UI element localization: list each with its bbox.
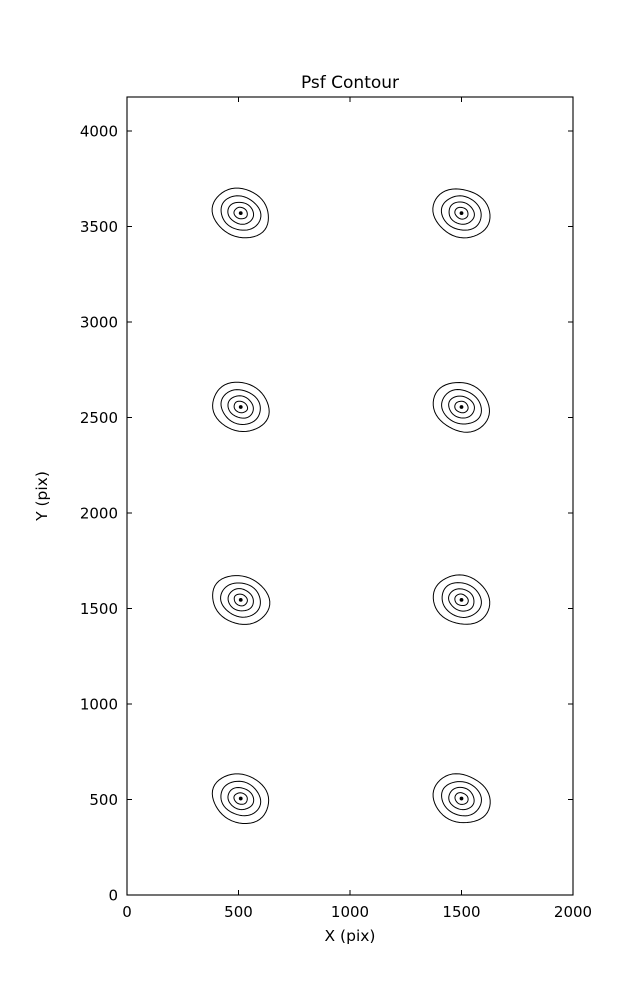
y-tick-label: 3500 xyxy=(80,218,118,236)
psf-peak-marker xyxy=(238,598,243,602)
contour-ring xyxy=(227,201,255,225)
x-axis-label: X (pix) xyxy=(325,927,376,945)
psf-peak-marker xyxy=(459,405,464,409)
y-tick-label: 0 xyxy=(108,887,118,905)
y-tick-label: 3000 xyxy=(80,313,118,331)
contour-ring xyxy=(220,780,262,817)
contour-ring xyxy=(233,400,249,414)
contour-ring xyxy=(448,201,475,225)
contour-ring xyxy=(454,792,469,805)
contour-ring xyxy=(454,206,469,220)
x-tick-label: 2000 xyxy=(554,903,592,921)
psf-peak-marker xyxy=(238,405,243,409)
contour-ring xyxy=(233,206,248,220)
psf-source-contour xyxy=(432,188,491,239)
x-axis-ticks: 0 500 1000 1500 2000 xyxy=(122,97,592,921)
psf-source-contour xyxy=(432,381,490,433)
y-axis-label: Y (pix) xyxy=(33,471,51,522)
contour-ring xyxy=(220,195,262,231)
contour-ring xyxy=(432,381,490,433)
x-tick-label: 1500 xyxy=(442,903,480,921)
y-tick-label: 500 xyxy=(89,791,118,809)
x-tick-label: 0 xyxy=(122,903,132,921)
contour-ring xyxy=(454,593,469,607)
contour-ring xyxy=(441,781,482,817)
y-tick-label: 4000 xyxy=(80,122,118,140)
psf-peak-marker xyxy=(459,211,464,216)
contour-ring xyxy=(211,187,269,239)
psf-peak-marker xyxy=(459,598,464,602)
contour-ring xyxy=(212,575,271,625)
contour-ring xyxy=(227,395,254,419)
contour-ring xyxy=(211,773,270,825)
psf-source-contour xyxy=(432,574,491,625)
psf-peak-marker xyxy=(459,796,464,801)
y-tick-label: 1500 xyxy=(80,600,118,618)
x-tick-label: 500 xyxy=(224,903,253,921)
contour-ring xyxy=(441,389,482,425)
y-axis-ticks: 0 500 1000 1500 2000 2500 3000 3500 4000 xyxy=(80,122,573,905)
contour-ring xyxy=(233,593,248,607)
contour-ring xyxy=(448,588,475,612)
psf-source-contour xyxy=(212,575,271,625)
contour-ring xyxy=(227,588,254,612)
y-tick-label: 2000 xyxy=(80,504,118,522)
contour-ring xyxy=(227,787,255,811)
contour-ring xyxy=(448,786,475,811)
contour-ring xyxy=(212,381,270,433)
psf-source-contour xyxy=(432,773,491,824)
contour-ring xyxy=(220,582,261,618)
psf-peak-marker xyxy=(238,796,243,801)
contour-ring xyxy=(432,574,491,625)
contour-ring xyxy=(448,395,475,419)
contour-ring xyxy=(441,582,482,618)
contour-ring xyxy=(440,195,482,231)
psf-source-contour xyxy=(211,187,269,239)
y-tick-label: 1000 xyxy=(80,695,118,713)
psf-source-contour xyxy=(211,773,270,825)
x-tick-label: 1000 xyxy=(331,903,369,921)
contour-ring xyxy=(220,389,261,425)
contour-ring xyxy=(454,400,469,414)
psf-contour-group xyxy=(211,187,491,825)
psf-peak-marker xyxy=(238,211,243,216)
contour-ring xyxy=(432,188,491,239)
psf-source-contour xyxy=(212,381,270,433)
contour-ring xyxy=(432,773,491,824)
plot-area-background xyxy=(127,97,573,895)
page-title: Psf Contour xyxy=(301,73,399,93)
y-tick-label: 2500 xyxy=(80,409,118,427)
contour-ring xyxy=(233,792,248,805)
